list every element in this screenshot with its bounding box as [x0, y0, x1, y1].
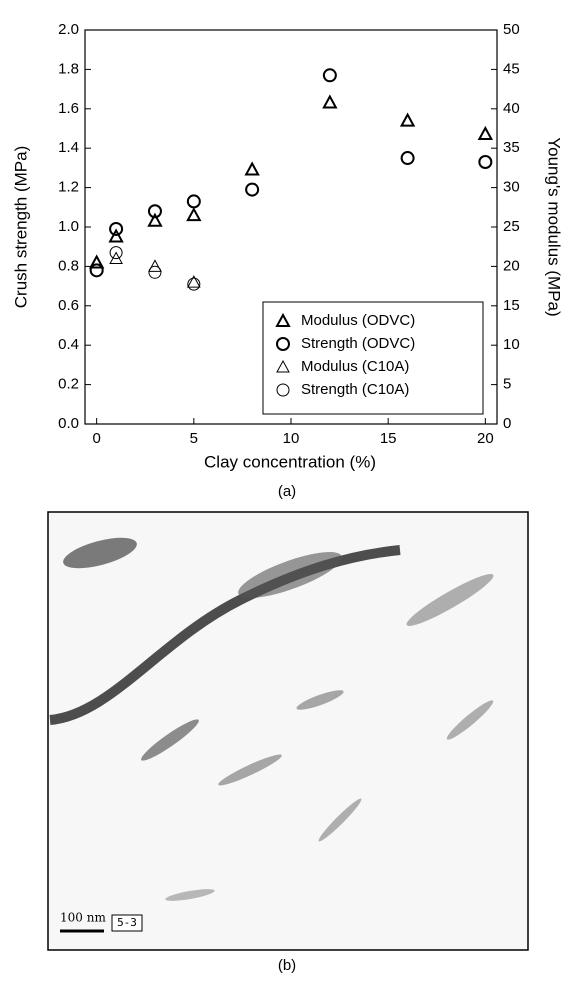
x-axis-label: Clay concentration (%)	[204, 452, 376, 471]
legend-label: Modulus (C10A)	[301, 358, 409, 375]
texture	[318, 798, 362, 842]
y-tick-label: 0.0	[58, 415, 79, 432]
scale-bar-label: 100 nm	[60, 911, 106, 925]
y2-tick-label: 50	[503, 21, 520, 38]
triangle-marker	[109, 251, 123, 265]
triangle-marker	[186, 207, 202, 222]
image-tag: 5-3	[117, 916, 137, 929]
triangle-marker	[186, 275, 201, 288]
y2-tick-label: 10	[503, 336, 520, 353]
circle-marker	[148, 265, 162, 279]
texture	[406, 574, 494, 626]
legend-marker	[276, 359, 290, 373]
y-tick-label: 1.0	[58, 218, 79, 235]
circle-marker	[90, 263, 104, 277]
y2-axis-label: Young's modulus (MPa)	[545, 137, 564, 316]
caption: (b)	[278, 957, 296, 974]
legend-label: Modulus (ODVC)	[301, 312, 415, 329]
legend-box	[262, 301, 484, 415]
y2-tick-label: 35	[503, 139, 520, 156]
y-tick-label: 0.8	[58, 257, 79, 274]
y-tick-label: 0.4	[58, 336, 79, 353]
x-tick-label: 0	[92, 430, 100, 447]
legend-marker	[276, 337, 290, 351]
y2-tick-label: 45	[503, 60, 520, 77]
triangle-marker	[244, 161, 260, 176]
texture	[446, 700, 494, 740]
circle-marker	[322, 68, 337, 83]
x-tick-label: 10	[283, 430, 300, 447]
y-tick-label: 1.6	[58, 100, 79, 117]
x-tick-label: 20	[477, 430, 494, 447]
circle-marker	[245, 182, 260, 197]
y-tick-label: 1.4	[58, 139, 79, 156]
legend-marker	[275, 312, 291, 327]
circle-marker	[187, 277, 201, 291]
tag-box	[111, 914, 143, 932]
y-tick-label: 2.0	[58, 21, 79, 38]
x-tick-label: 5	[190, 430, 198, 447]
texture	[141, 719, 199, 761]
texture	[63, 537, 137, 569]
legend-label: Strength (C10A)	[301, 381, 409, 398]
circle-marker	[147, 204, 162, 219]
texture	[218, 754, 282, 786]
y2-tick-label: 25	[503, 218, 520, 235]
x-tick-label: 15	[380, 430, 397, 447]
triangle-marker	[147, 212, 163, 227]
y2-tick-label: 40	[503, 100, 520, 117]
y-tick-label: 0.2	[58, 376, 79, 393]
y-tick-label: 0.6	[58, 297, 79, 314]
legend-label: Strength (ODVC)	[301, 335, 415, 352]
texture	[165, 889, 215, 901]
circle-marker	[109, 246, 123, 260]
y2-tick-label: 15	[503, 297, 520, 314]
circle-marker	[478, 154, 493, 169]
triangle-marker	[399, 112, 416, 127]
circle-marker	[109, 221, 124, 236]
y-tick-label: 1.2	[58, 179, 79, 196]
triangle-marker	[477, 125, 494, 141]
y2-tick-label: 30	[503, 179, 520, 196]
legend-marker	[276, 383, 290, 397]
triangle-marker	[108, 228, 124, 243]
y2-tick-label: 5	[503, 376, 511, 393]
triangle-marker	[89, 255, 104, 268]
caption: (a)	[278, 483, 296, 500]
triangle-marker	[148, 259, 162, 272]
texture	[296, 690, 344, 710]
circle-marker	[186, 194, 201, 209]
texture	[238, 552, 342, 598]
y2-tick-label: 20	[503, 257, 520, 274]
circle-marker	[400, 151, 415, 166]
y2-tick-label: 0	[503, 415, 511, 432]
tem-image: 100 nm 5-3	[47, 511, 529, 951]
triangle-marker	[322, 94, 338, 109]
y-axis-label: Crush strength (MPa)	[11, 146, 30, 309]
texture	[49, 545, 401, 725]
y-tick-label: 1.8	[58, 60, 79, 77]
